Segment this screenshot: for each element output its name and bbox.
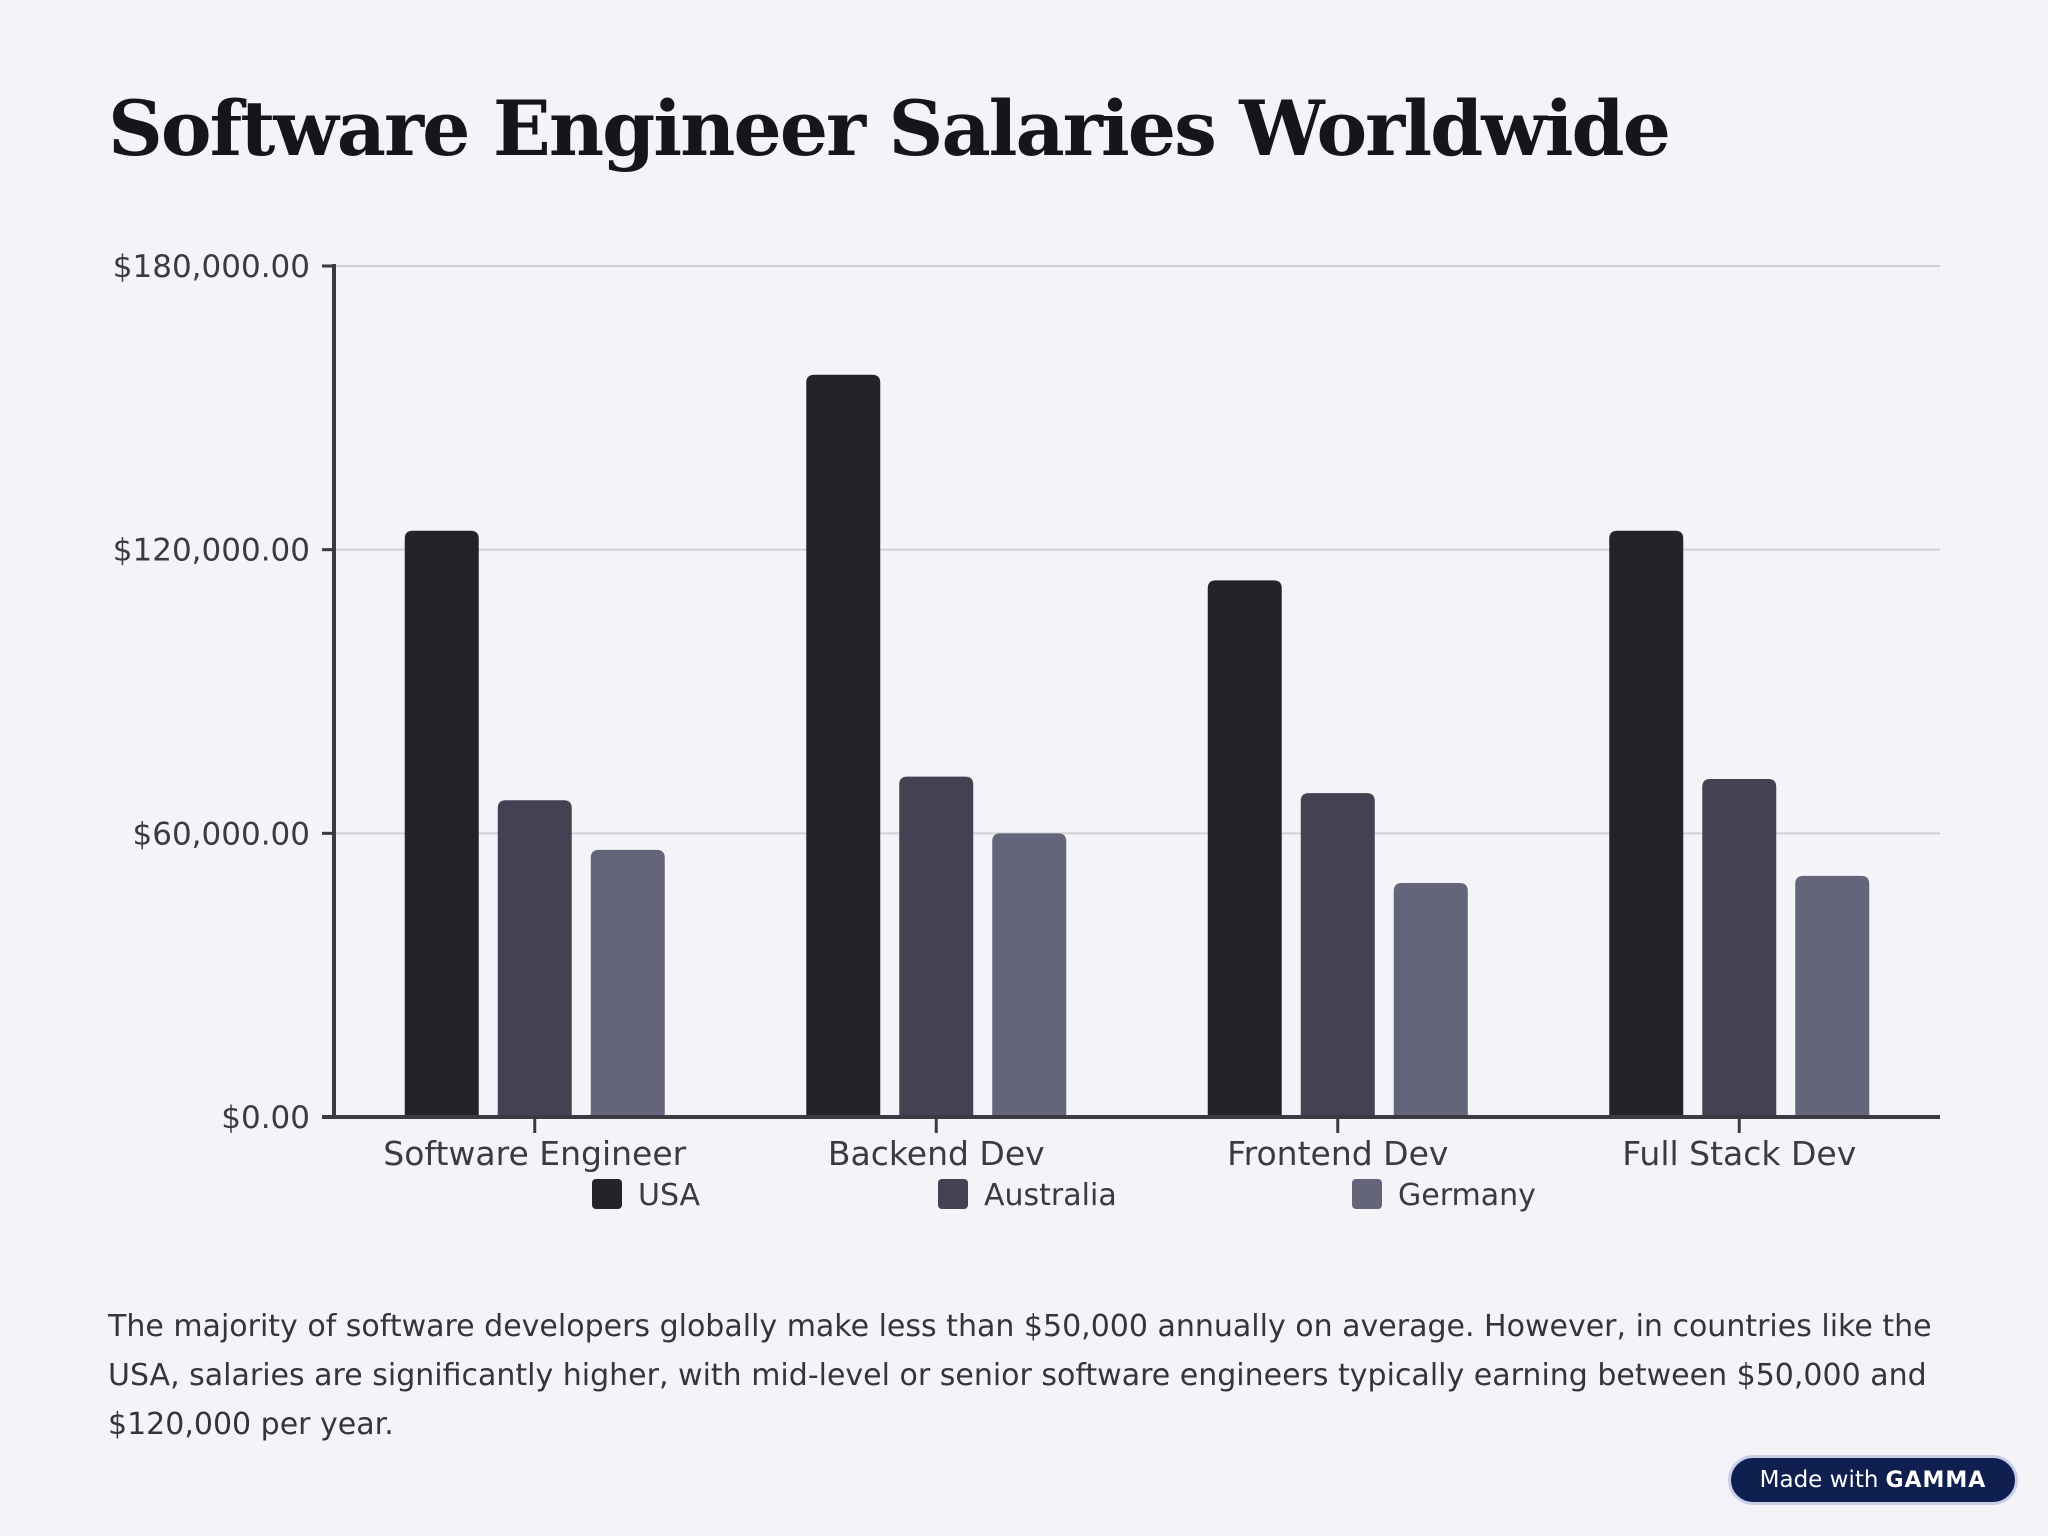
gridlines xyxy=(334,265,1940,835)
legend-swatch xyxy=(1352,1179,1382,1209)
bar xyxy=(497,800,572,1117)
legend-label: USA xyxy=(638,1178,701,1213)
axes xyxy=(322,264,1940,1119)
legend-label: Australia xyxy=(984,1178,1117,1213)
legend: USA Australia Germany xyxy=(592,1178,1536,1213)
x-tick-label: Full Stack Dev xyxy=(1622,1134,1856,1173)
legend-swatch xyxy=(592,1179,622,1209)
legend-label: Germany xyxy=(1398,1178,1536,1213)
bar xyxy=(404,530,479,1117)
y-axis-ticks: $0.00 $60,000.00 $120,000.00 $180,000.00 xyxy=(113,249,334,1136)
legend-swatch xyxy=(938,1179,968,1209)
gamma-logo: GAMMA xyxy=(1885,1467,1987,1493)
bar xyxy=(1609,530,1684,1117)
bar xyxy=(1393,882,1468,1117)
y-tick-label: $180,000.00 xyxy=(113,249,310,285)
x-tick-label: Software Engineer xyxy=(383,1134,686,1173)
bar xyxy=(1207,580,1282,1117)
bar xyxy=(1300,793,1375,1117)
bar xyxy=(1702,778,1777,1117)
y-tick-label: $0.00 xyxy=(221,1100,310,1136)
page-title: Software Engineer Salaries Worldwide xyxy=(108,84,1671,173)
bar xyxy=(1795,875,1870,1117)
caption-text: The majority of software developers glob… xyxy=(108,1309,1932,1442)
x-tick-label: Frontend Dev xyxy=(1227,1134,1448,1173)
bar xyxy=(899,776,974,1117)
bars xyxy=(404,374,1870,1117)
x-tick-label: Backend Dev xyxy=(828,1134,1045,1173)
salary-bar-chart: $0.00 $60,000.00 $120,000.00 $180,000.00 So… xyxy=(113,249,1940,1213)
bar xyxy=(590,849,665,1117)
y-tick-label: $120,000.00 xyxy=(113,533,310,569)
badge-prefix: Made with xyxy=(1759,1467,1879,1493)
y-tick-label: $60,000.00 xyxy=(133,816,311,852)
x-axis-ticks: Software Engineer Backend Dev Frontend Dev… xyxy=(383,1117,1856,1173)
bar xyxy=(992,833,1067,1117)
made-with-gamma-badge[interactable]: Made with GAMMA xyxy=(1728,1455,2018,1505)
bar xyxy=(806,374,881,1117)
